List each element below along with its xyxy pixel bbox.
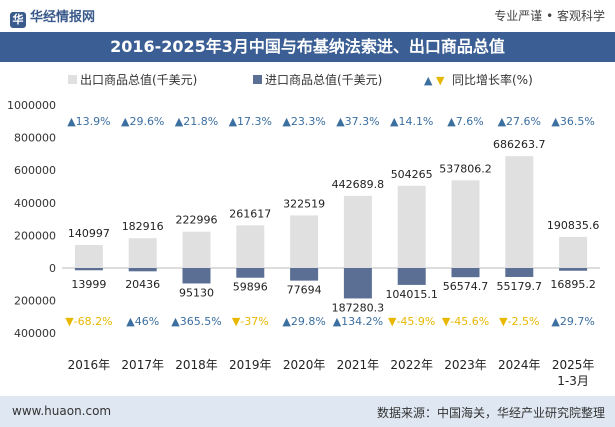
- import-value-label: 59896: [233, 281, 268, 294]
- import-value-label: 13999: [71, 278, 106, 291]
- category-label: 2024年: [498, 358, 541, 372]
- export-value-label: 182916: [122, 220, 164, 233]
- export-bar: [397, 185, 426, 268]
- footer: www.huaon.com 数据来源：中国海关，华经产业研究院整理: [0, 396, 615, 427]
- export-bar: [505, 156, 534, 268]
- y-tick-label: 200000: [14, 229, 56, 242]
- import-growth-label: ▼-2.5%: [499, 315, 539, 328]
- category-label: 2018年: [175, 358, 218, 372]
- import-bar: [236, 268, 265, 278]
- legend-export-label: 出口商品总值(千美元): [80, 72, 197, 87]
- footer-source: 数据来源：中国海关，华经产业研究院整理: [376, 406, 605, 420]
- category-label: 2021年: [337, 358, 380, 372]
- category-label: 2019年: [229, 358, 272, 372]
- export-value-label: 686263.7: [493, 138, 546, 151]
- export-value-label: 504265: [391, 168, 433, 181]
- footer-url[interactable]: www.huaon.com: [12, 404, 112, 418]
- category-label: 2016年: [68, 358, 111, 372]
- import-growth-label: ▲134.2%: [333, 315, 383, 328]
- brand[interactable]: 华华经情报网: [10, 6, 95, 28]
- y-tick-label: 400000: [14, 197, 56, 210]
- export-bar: [128, 238, 157, 268]
- import-bar: [74, 268, 103, 271]
- export-growth-label: ▲37.3%: [336, 115, 379, 128]
- import-value-label: 77694: [287, 284, 322, 297]
- export-value-label: 261617: [229, 207, 271, 220]
- import-value-label: 16895.2: [550, 278, 596, 291]
- category-label: 2022年: [390, 358, 433, 372]
- chart: 出口商品总值(千美元) 进口商品总值(千美元) ▲ ▼ 同比增长率(%) 1000000 8…: [7, 72, 600, 388]
- import-bar: [505, 268, 534, 277]
- export-growth-label: ▲29.6%: [121, 115, 164, 128]
- export-bar: [559, 236, 588, 268]
- import-bar: [343, 268, 372, 299]
- import-growth-label: ▼-37%: [232, 315, 269, 328]
- y-tick-label: 0: [49, 262, 56, 275]
- legend-import-label: 进口商品总值(千美元): [265, 72, 382, 87]
- import-bar: [397, 268, 426, 285]
- import-value-label: 187280.3: [332, 301, 385, 314]
- export-growth-label: ▲7.6%: [447, 115, 483, 128]
- import-bar: [128, 268, 157, 272]
- category-label: 2020年: [283, 358, 326, 372]
- category-label: 2017年: [121, 358, 164, 372]
- export-growth-label: ▲23.3%: [282, 115, 325, 128]
- export-value-label: 322519: [283, 197, 325, 210]
- export-bar: [451, 180, 480, 268]
- category-label: 2023年: [444, 358, 487, 372]
- y-tick-label: 400000: [14, 327, 56, 340]
- y-tick-label: 800000: [14, 132, 56, 145]
- export-value-label: 190835.6: [547, 219, 600, 232]
- import-bar: [451, 268, 480, 278]
- export-bar: [74, 245, 103, 268]
- export-value-label: 222996: [176, 214, 218, 227]
- import-value-label: 95130: [179, 286, 214, 299]
- export-value-label: 140997: [68, 227, 110, 240]
- legend-export-swatch: [68, 75, 77, 84]
- export-value-label: 442689.8: [332, 178, 385, 191]
- import-value-label: 55179.7: [497, 280, 543, 293]
- import-value-label: 56574.7: [443, 280, 489, 293]
- export-growth-label: ▲21.8%: [175, 115, 218, 128]
- import-value-label: 20436: [125, 278, 160, 291]
- top-bar: 华华经情报网 专业严谨 • 客观科学: [0, 0, 615, 30]
- legend-up-triangle-icon: ▲: [424, 74, 433, 87]
- y-tick-label: 600000: [14, 164, 56, 177]
- export-value-label: 537806.2: [439, 162, 492, 175]
- y-tick-label: 200000: [14, 295, 56, 308]
- export-growth-label: ▲17.3%: [229, 115, 272, 128]
- import-bar: [182, 268, 211, 284]
- export-bar: [236, 225, 265, 268]
- export-growth-label: ▲36.5%: [551, 115, 594, 128]
- export-growth-label: ▲14.1%: [390, 115, 433, 128]
- brand-logo-icon: 华: [10, 12, 26, 28]
- import-bar: [559, 268, 588, 271]
- export-growth-label: ▲27.6%: [498, 115, 541, 128]
- import-growth-label: ▲46%: [126, 315, 159, 328]
- import-growth-label: ▼-68.2%: [65, 315, 112, 328]
- brand-name: 华经情报网: [30, 10, 96, 25]
- import-growth-label: ▲365.5%: [171, 315, 221, 328]
- title-bar: 2016-2025年3月中国与布基纳法索进、出口商品总值: [0, 32, 615, 62]
- export-bar: [182, 231, 211, 268]
- category-label: 2025年: [552, 358, 595, 372]
- import-growth-label: ▼-45.9%: [388, 315, 435, 328]
- import-value-label: 104015.1: [385, 288, 438, 301]
- import-bar: [290, 268, 319, 281]
- legend-growth-label: 同比增长率(%): [452, 72, 533, 87]
- y-tick-label: 1000000: [7, 99, 56, 112]
- import-growth-label: ▼-45.6%: [442, 315, 489, 328]
- export-growth-label: ▲13.9%: [67, 115, 110, 128]
- import-growth-label: ▲29.8%: [282, 315, 325, 328]
- export-bar: [343, 195, 372, 268]
- import-growth-label: ▲29.7%: [551, 315, 594, 328]
- legend-import-swatch: [253, 75, 262, 84]
- category-label-sub: 1-3月: [557, 374, 589, 388]
- legend-down-triangle-icon: ▼: [436, 74, 445, 87]
- chart-title: 2016-2025年3月中国与布基纳法索进、出口商品总值: [110, 37, 505, 56]
- export-bar: [290, 215, 319, 268]
- tagline: 专业严谨 • 客观科学: [494, 9, 605, 23]
